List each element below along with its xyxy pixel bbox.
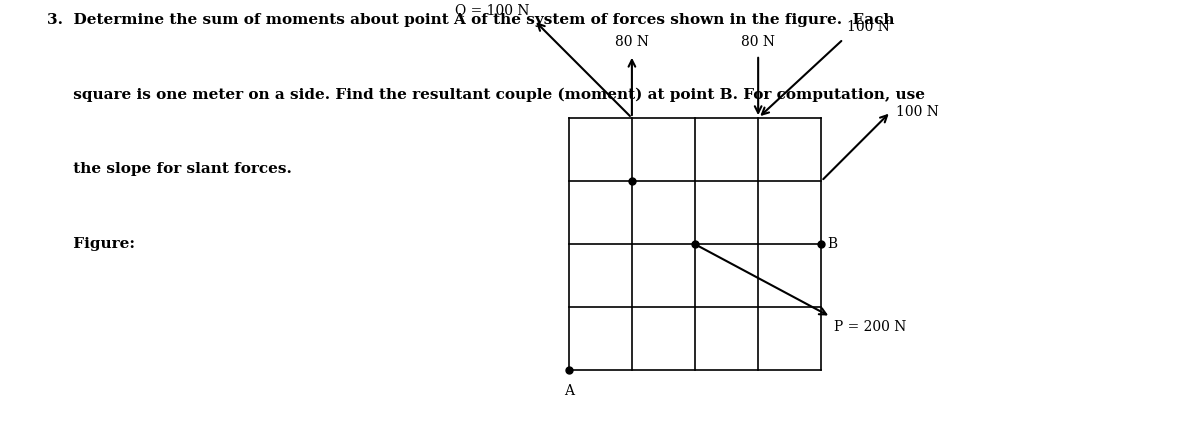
Text: 80 N: 80 N	[741, 35, 775, 49]
Text: Figure:: Figure:	[47, 237, 135, 251]
Text: P = 200 N: P = 200 N	[833, 320, 907, 334]
Text: 100 N: 100 N	[846, 20, 889, 34]
Text: A: A	[564, 385, 573, 399]
Text: 80 N: 80 N	[615, 35, 649, 49]
Text: B: B	[827, 237, 838, 251]
Text: square is one meter on a side. Find the resultant couple (moment) at point B. Fo: square is one meter on a side. Find the …	[47, 88, 926, 102]
Text: 100 N: 100 N	[896, 105, 939, 119]
Text: Q = 100 N: Q = 100 N	[455, 3, 530, 17]
Text: 3.  Determine the sum of moments about point A of the system of forces shown in : 3. Determine the sum of moments about po…	[47, 13, 895, 27]
Text: the slope for slant forces.: the slope for slant forces.	[47, 162, 292, 176]
